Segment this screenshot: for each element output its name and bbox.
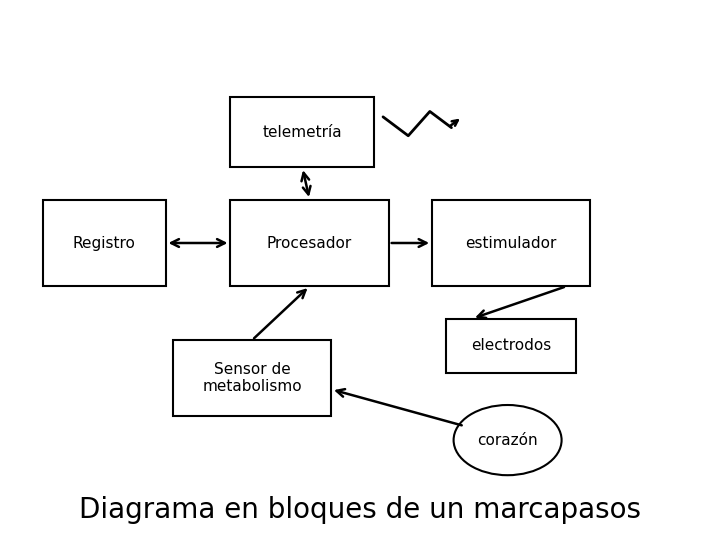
Text: Sensor de
metabolismo: Sensor de metabolismo [202, 362, 302, 394]
Text: Diagrama en bloques de un marcapasos: Diagrama en bloques de un marcapasos [79, 496, 641, 524]
Text: estimulador: estimulador [466, 235, 557, 251]
Text: electrodos: electrodos [471, 338, 552, 353]
FancyBboxPatch shape [446, 319, 576, 373]
FancyBboxPatch shape [432, 200, 590, 286]
Text: Registro: Registro [73, 235, 136, 251]
Text: Procesador: Procesador [267, 235, 352, 251]
Ellipse shape [454, 405, 562, 475]
FancyBboxPatch shape [230, 97, 374, 167]
Text: corazón: corazón [477, 433, 538, 448]
FancyBboxPatch shape [43, 200, 166, 286]
Text: telemetría: telemetría [263, 125, 342, 140]
FancyBboxPatch shape [230, 200, 389, 286]
FancyBboxPatch shape [173, 340, 331, 416]
